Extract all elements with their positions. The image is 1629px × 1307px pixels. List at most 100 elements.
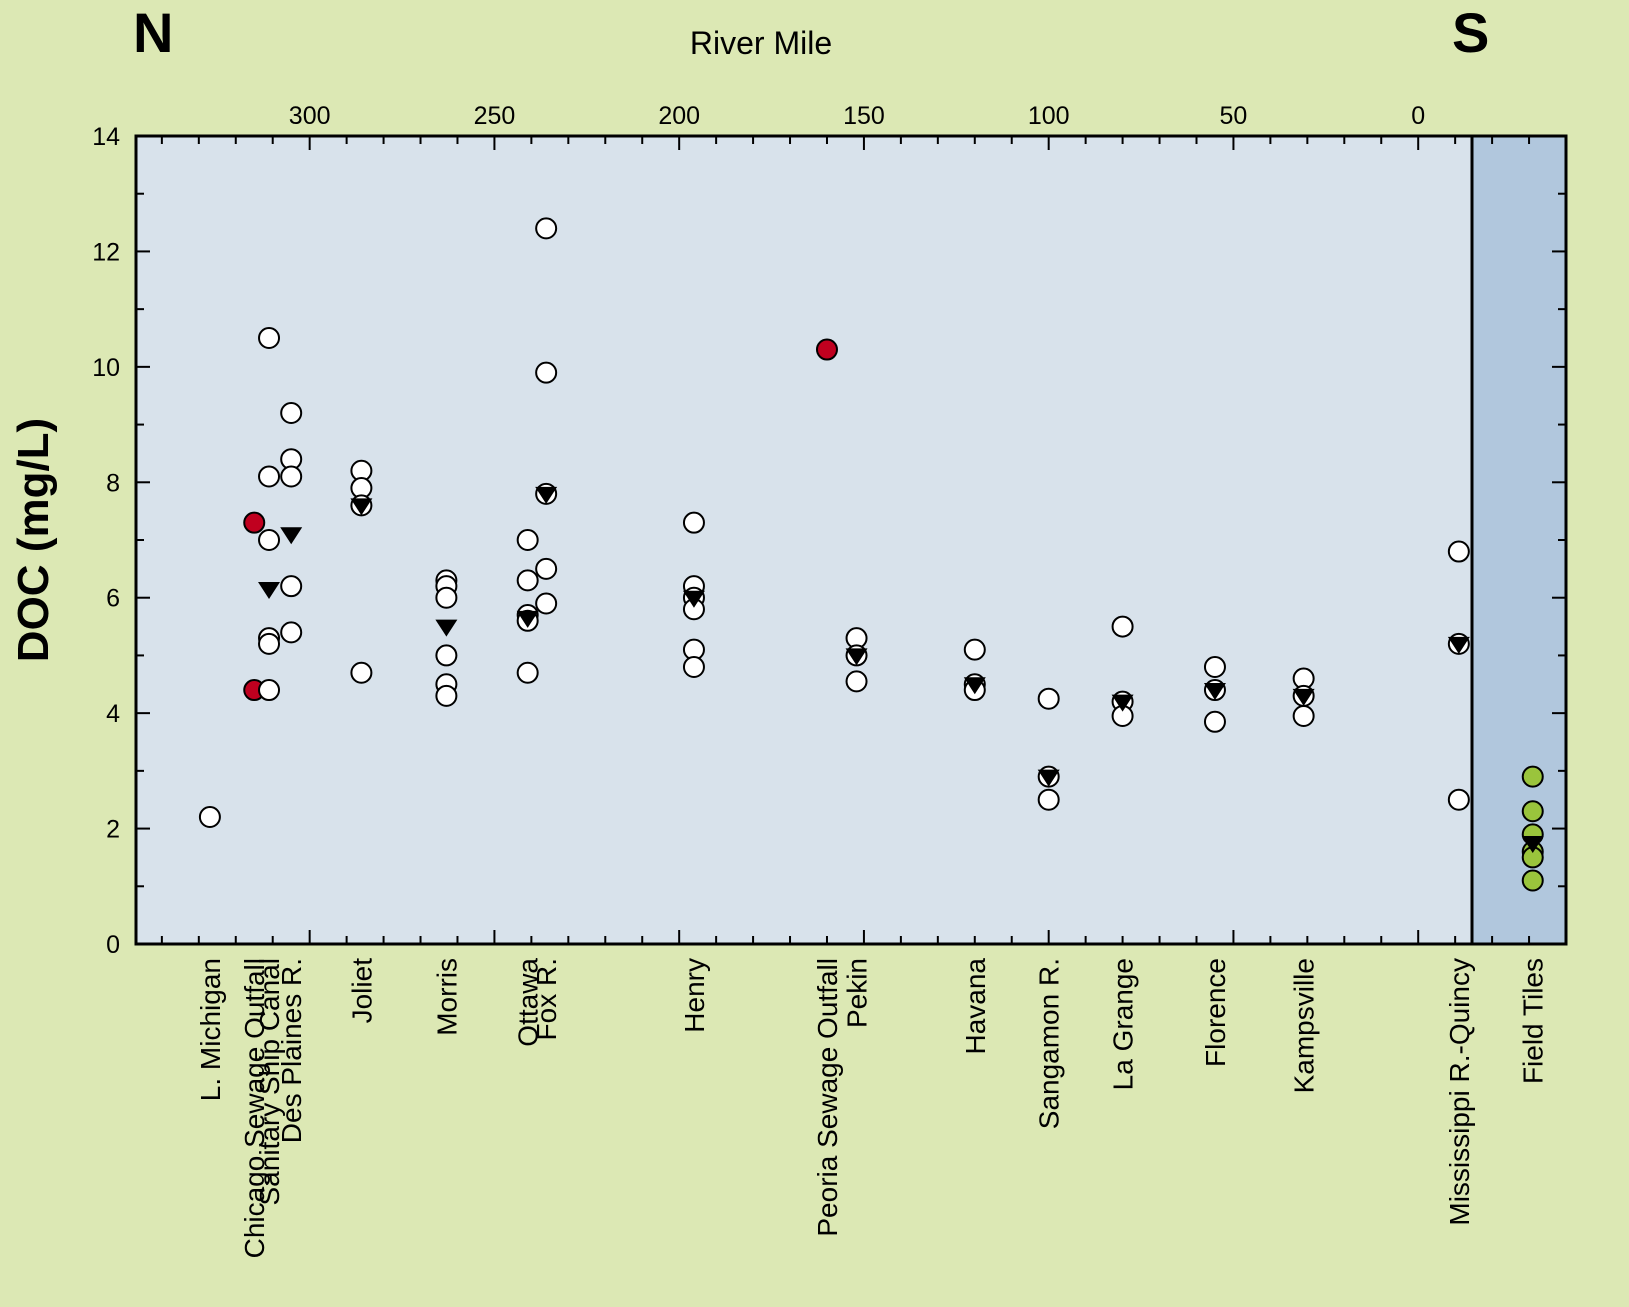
site-label-sangamon-r: Sangamon R. — [1034, 958, 1065, 1129]
site-label-field-tiles: Field Tiles — [1518, 958, 1549, 1084]
data-point — [1037, 687, 1060, 710]
site-points-florence — [1203, 655, 1226, 733]
data-point — [1521, 765, 1544, 788]
site-label-henry: Henry — [679, 958, 710, 1033]
data-point — [258, 327, 281, 349]
y-tick-label: 14 — [92, 123, 120, 151]
median-marker — [1447, 636, 1470, 654]
y-tick-label: 10 — [92, 354, 120, 382]
data-point — [682, 511, 705, 534]
data-point — [845, 670, 868, 693]
data-point — [280, 465, 303, 488]
site-points-morris — [435, 569, 458, 707]
site-points-ottawa — [516, 529, 539, 684]
x-tick-label: 200 — [658, 102, 700, 130]
site-points-des-plaines-r — [280, 402, 303, 644]
x-tick-label: 0 — [1411, 102, 1425, 130]
data-point — [1203, 655, 1226, 678]
data-point — [258, 632, 281, 655]
site-points-pekin — [845, 627, 868, 693]
site-points-henry — [682, 511, 705, 678]
x-tick-label: 250 — [474, 102, 516, 130]
site-label-peoria-sewage-outfall: Peoria Sewage Outfall — [812, 958, 843, 1237]
site-label-sanitary-ship-canal: Sanitary Ship Canal — [254, 958, 285, 1205]
site-points-joliet — [350, 459, 373, 684]
data-point — [1292, 705, 1315, 728]
median-marker — [1111, 694, 1134, 712]
site-label-joliet: Joliet — [346, 958, 377, 1024]
x-axis-title: River Mile — [690, 25, 832, 61]
data-point — [963, 638, 986, 661]
median-marker — [1203, 683, 1226, 701]
site-points-mississippi-r-quincy — [1447, 540, 1470, 811]
data-point — [1203, 710, 1226, 733]
y-tick-label: 4 — [106, 700, 120, 728]
y-tick-label: 8 — [106, 469, 120, 497]
site-label-havana: Havana — [960, 958, 991, 1055]
site-label-l-michigan: L. Michigan — [195, 958, 226, 1101]
y-tick-label: 12 — [92, 238, 120, 266]
y-axis-title: DOC (mg/L) — [9, 418, 58, 662]
data-point — [243, 511, 266, 534]
x-tick-label: 150 — [843, 102, 885, 130]
data-point — [516, 529, 539, 551]
median-marker — [1292, 688, 1315, 706]
site-points-havana — [963, 638, 986, 702]
data-point — [815, 338, 838, 361]
data-point — [1037, 788, 1060, 811]
data-point — [1521, 869, 1544, 892]
y-tick-label: 2 — [106, 816, 120, 844]
main-river-panel — [136, 136, 1472, 944]
data-point — [682, 655, 705, 678]
data-point — [1447, 540, 1470, 563]
site-label-pekin: Pekin — [842, 958, 873, 1028]
site-points-sanitary-ship-canal — [258, 327, 281, 702]
data-point — [535, 217, 558, 240]
x-tick-label: 100 — [1028, 102, 1070, 130]
median-marker — [258, 582, 281, 600]
site-label-fox-r: Fox R. — [531, 958, 562, 1040]
data-point — [435, 684, 458, 707]
site-points-kampsville — [1292, 667, 1315, 728]
data-point — [198, 806, 221, 829]
y-tick-labels: 0 2 4 6 8 10 12 14 — [92, 123, 120, 959]
mississippi-panel — [1472, 136, 1566, 944]
site-label-morris: Morris — [431, 958, 462, 1036]
data-point — [1111, 615, 1134, 638]
median-marker — [350, 498, 373, 516]
data-point — [280, 575, 303, 598]
data-point — [280, 621, 303, 644]
data-points — [198, 217, 1544, 892]
median-marker — [516, 610, 539, 628]
data-point — [535, 557, 558, 580]
data-point — [1521, 800, 1544, 823]
data-point — [535, 361, 558, 384]
south-label: S — [1452, 1, 1489, 64]
plot-frame — [134, 134, 1568, 946]
data-point — [516, 569, 539, 592]
data-point — [535, 592, 558, 615]
x-tick-label: 300 — [289, 102, 331, 130]
y-tick-label: 6 — [106, 585, 120, 613]
median-marker — [535, 486, 558, 504]
site-points-fox-r — [535, 217, 558, 615]
site-points-sangamon-r — [1037, 687, 1060, 811]
y-tick-label: 0 — [106, 931, 120, 959]
x-tick-label: 50 — [1220, 102, 1248, 130]
site-label-ottawa: Ottawa — [513, 958, 544, 1047]
median-marker — [845, 648, 868, 666]
median-marker — [682, 590, 705, 608]
north-label: N — [133, 1, 173, 64]
site-label-chicago-sewage-outfall: Chicago Sewage Outfall — [239, 958, 270, 1258]
median-marker — [963, 677, 986, 695]
site-labels: L. Michigan Chicago Sewage OutfallSanitar… — [195, 958, 1549, 1259]
median-marker — [435, 619, 458, 637]
site-points-peoria-sewage-outfall — [815, 338, 838, 361]
median-marker — [1521, 836, 1544, 853]
data-point — [516, 661, 539, 684]
site-label-la-grange: La Grange — [1108, 958, 1139, 1090]
data-point — [435, 586, 458, 609]
data-point — [258, 679, 281, 702]
data-point — [350, 661, 373, 684]
